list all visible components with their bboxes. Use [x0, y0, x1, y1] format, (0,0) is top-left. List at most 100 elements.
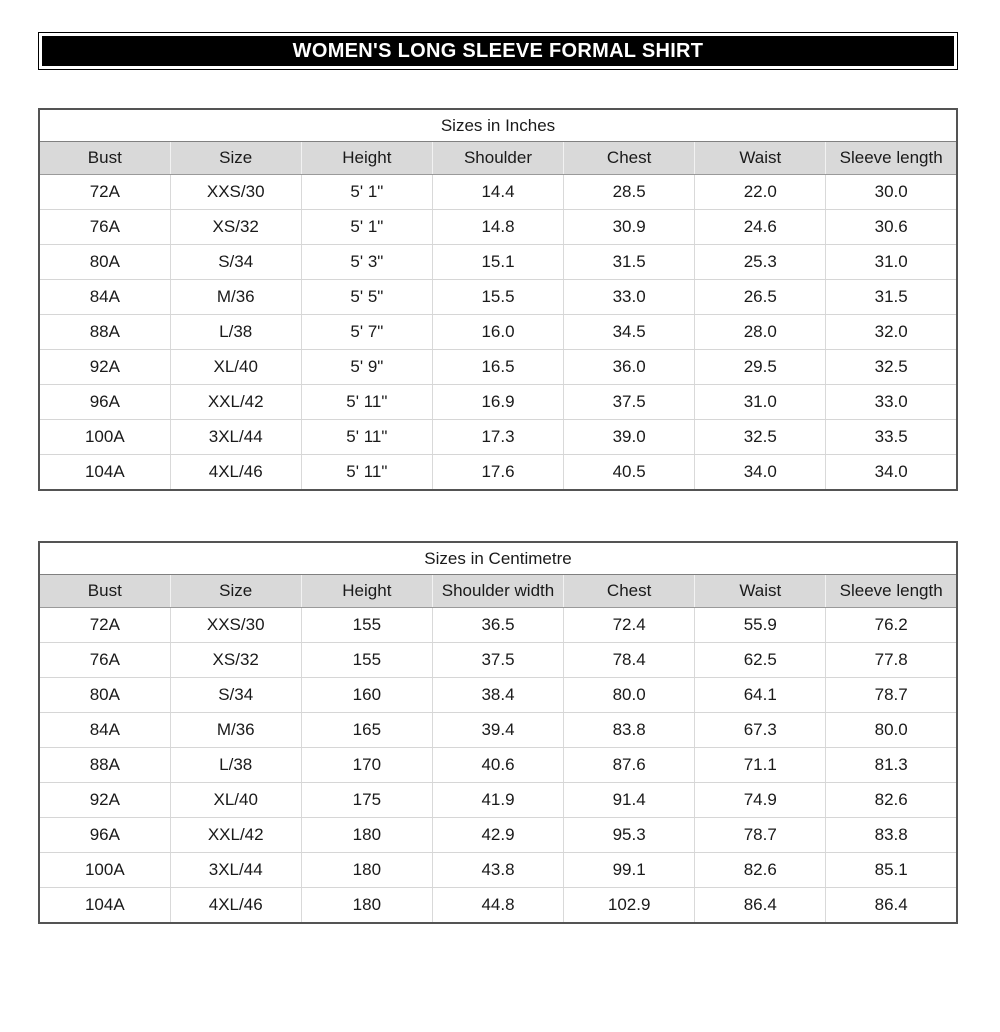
table-title-row: Sizes in Centimetre: [39, 542, 957, 575]
cell: XL/40: [169, 349, 302, 385]
cell: 5' 5": [300, 279, 433, 315]
cell: 100A: [38, 852, 171, 888]
title-banner: WOMEN'S LONG SLEEVE FORMAL SHIRT: [38, 32, 958, 70]
cell: 86.4: [694, 887, 827, 923]
cell: 72A: [38, 607, 171, 643]
cell: 15.1: [431, 244, 565, 280]
cell: 44.8: [431, 887, 565, 923]
table-row: 96A XXL/42 5' 11" 16.9 37.5 31.0 33.0: [38, 384, 958, 420]
cell: 92A: [38, 349, 171, 385]
cell: 30.6: [825, 209, 958, 245]
cell: 83.8: [563, 712, 696, 748]
cell: 31.0: [825, 244, 958, 280]
cell: 86.4: [825, 887, 958, 923]
cell: S/34: [169, 244, 302, 280]
column-header: Bust: [38, 574, 171, 608]
cell: 29.5: [694, 349, 827, 385]
table-row: 100A 3XL/44 180 43.8 99.1 82.6 85.1: [38, 852, 958, 888]
cell: 37.5: [563, 384, 696, 420]
cell: 5' 3": [300, 244, 433, 280]
cell: 72.4: [563, 607, 696, 643]
cell: 95.3: [563, 817, 696, 853]
column-header: Size: [169, 574, 302, 608]
cell: 78.7: [694, 817, 827, 853]
cell: 30.0: [825, 174, 958, 210]
cell: XL/40: [169, 782, 302, 818]
cell: 91.4: [563, 782, 696, 818]
cell: 15.5: [431, 279, 565, 315]
cell: 14.8: [431, 209, 565, 245]
cell: 84A: [38, 712, 171, 748]
cell: 80A: [38, 244, 171, 280]
table-row: 80A S/34 5' 3" 15.1 31.5 25.3 31.0: [38, 244, 958, 280]
cell: 38.4: [431, 677, 565, 713]
cell: 170: [300, 747, 433, 783]
cell: 28.0: [694, 314, 827, 350]
table-header-row: Bust Size Height Shoulder width Chest Waist Sl…: [38, 574, 958, 608]
table-row: 72A XXS/30 5' 1" 14.4 28.5 22.0 30.0: [38, 174, 958, 210]
cell: 5' 11": [300, 454, 433, 490]
cell: 165: [300, 712, 433, 748]
column-header: Waist: [694, 141, 827, 175]
cell: 67.3: [694, 712, 827, 748]
column-header: Chest: [563, 141, 696, 175]
column-header: Sleeve length: [825, 574, 958, 608]
table-row: 100A 3XL/44 5' 11" 17.3 39.0 32.5 33.5: [38, 419, 958, 455]
table-row: 76A XS/32 5' 1" 14.8 30.9 24.6 30.6: [38, 209, 958, 245]
cell: 180: [300, 887, 433, 923]
table-title-row: Sizes in Inches: [39, 109, 957, 142]
cell: 82.6: [694, 852, 827, 888]
cell: 82.6: [825, 782, 958, 818]
table-row: 104A 4XL/46 180 44.8 102.9 86.4 86.4: [38, 887, 958, 923]
sizes-in-inches-table: Sizes in Inches Bust Size Height Shoulder Ch…: [38, 108, 958, 491]
cell: 3XL/44: [169, 419, 302, 455]
table-title: Sizes in Centimetre: [39, 542, 957, 575]
table-body: 72A XXS/30 5' 1" 14.4 28.5 22.0 30.0 76A XS/32 5'…: [38, 174, 958, 490]
column-header: Sleeve length: [825, 141, 958, 175]
cell: 5' 11": [300, 384, 433, 420]
cell: 80.0: [825, 712, 958, 748]
cell: 30.9: [563, 209, 696, 245]
cell: 36.0: [563, 349, 696, 385]
cell: S/34: [169, 677, 302, 713]
column-header: Shoulder width: [431, 574, 565, 608]
table-row: 88A L/38 170 40.6 87.6 71.1 81.3: [38, 747, 958, 783]
cell: XXL/42: [169, 384, 302, 420]
table-row: 104A 4XL/46 5' 11" 17.6 40.5 34.0 34.0: [38, 454, 958, 490]
cell: 32.5: [694, 419, 827, 455]
table-row: 84A M/36 165 39.4 83.8 67.3 80.0: [38, 712, 958, 748]
cell: 40.5: [563, 454, 696, 490]
table-row: 88A L/38 5' 7" 16.0 34.5 28.0 32.0: [38, 314, 958, 350]
cell: 100A: [38, 419, 171, 455]
cell: 76.2: [825, 607, 958, 643]
cell: 77.8: [825, 642, 958, 678]
cell: 17.6: [431, 454, 565, 490]
cell: 33.0: [563, 279, 696, 315]
column-header: Shoulder: [431, 141, 565, 175]
column-header: Height: [300, 574, 433, 608]
cell: 31.0: [694, 384, 827, 420]
cell: L/38: [169, 747, 302, 783]
cell: 180: [300, 852, 433, 888]
cell: 16.9: [431, 384, 565, 420]
cell: 43.8: [431, 852, 565, 888]
table-row: 92A XL/40 175 41.9 91.4 74.9 82.6: [38, 782, 958, 818]
table-row: 76A XS/32 155 37.5 78.4 62.5 77.8: [38, 642, 958, 678]
cell: 71.1: [694, 747, 827, 783]
cell: 74.9: [694, 782, 827, 818]
cell: 4XL/46: [169, 887, 302, 923]
cell: 34.0: [825, 454, 958, 490]
cell: 104A: [38, 454, 171, 490]
cell: 22.0: [694, 174, 827, 210]
cell: 92A: [38, 782, 171, 818]
cell: 83.8: [825, 817, 958, 853]
table-row: 84A M/36 5' 5" 15.5 33.0 26.5 31.5: [38, 279, 958, 315]
column-header: Bust: [38, 141, 171, 175]
cell: L/38: [169, 314, 302, 350]
cell: 88A: [38, 314, 171, 350]
cell: 41.9: [431, 782, 565, 818]
cell: 76A: [38, 209, 171, 245]
cell: 31.5: [563, 244, 696, 280]
cell: 72A: [38, 174, 171, 210]
cell: XXS/30: [169, 174, 302, 210]
